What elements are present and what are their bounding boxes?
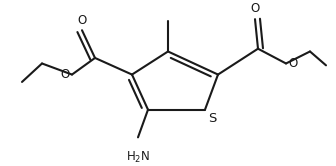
- Text: S: S: [208, 112, 216, 125]
- Text: O: O: [77, 14, 87, 27]
- Text: O: O: [61, 68, 70, 81]
- Text: O: O: [288, 57, 297, 70]
- Text: O: O: [250, 2, 260, 15]
- Text: H$_2$N: H$_2$N: [126, 150, 150, 165]
